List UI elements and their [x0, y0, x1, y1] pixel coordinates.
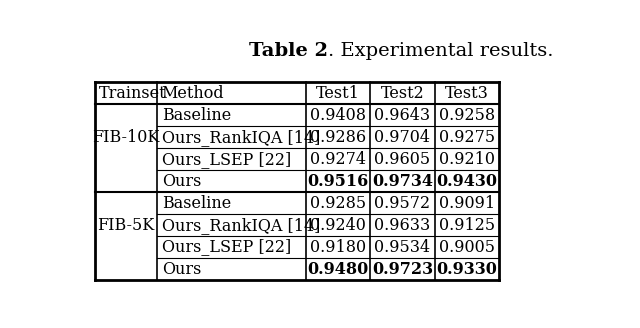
Text: Ours_LSEP [22]: Ours_LSEP [22]	[162, 151, 291, 168]
Text: Method: Method	[161, 85, 223, 102]
Text: 0.9534: 0.9534	[374, 238, 431, 256]
Text: 0.9091: 0.9091	[439, 195, 495, 212]
Text: 0.9258: 0.9258	[439, 107, 495, 124]
Text: 0.9516: 0.9516	[307, 173, 369, 190]
Text: 0.9210: 0.9210	[439, 151, 495, 168]
Text: 0.9180: 0.9180	[310, 238, 366, 256]
Text: FIB-10K: FIB-10K	[92, 129, 159, 146]
Text: 0.9480: 0.9480	[307, 260, 369, 277]
Text: 0.9125: 0.9125	[439, 216, 495, 234]
Text: 0.9274: 0.9274	[310, 151, 366, 168]
Text: Ours: Ours	[162, 173, 201, 190]
Text: Test3: Test3	[445, 85, 489, 102]
Text: 0.9723: 0.9723	[372, 260, 433, 277]
Text: Ours_RankIQA [14]: Ours_RankIQA [14]	[162, 129, 320, 146]
Text: 0.9704: 0.9704	[374, 129, 430, 146]
Text: 0.9572: 0.9572	[374, 195, 431, 212]
Text: 0.9734: 0.9734	[372, 173, 433, 190]
Text: FIB-5K: FIB-5K	[97, 216, 154, 234]
Text: 0.9285: 0.9285	[310, 195, 366, 212]
Text: Test2: Test2	[381, 85, 424, 102]
Text: Table 2: Table 2	[249, 42, 328, 60]
Text: . Experimental results.: . Experimental results.	[328, 42, 554, 60]
Text: Ours_RankIQA [14]: Ours_RankIQA [14]	[162, 216, 320, 234]
Text: 0.9286: 0.9286	[310, 129, 366, 146]
Text: 0.9643: 0.9643	[374, 107, 431, 124]
Text: Trainset: Trainset	[99, 85, 166, 102]
Text: 0.9430: 0.9430	[436, 173, 497, 190]
Text: 0.9005: 0.9005	[439, 238, 495, 256]
Text: 0.9240: 0.9240	[310, 216, 366, 234]
Text: Baseline: Baseline	[162, 195, 231, 212]
Text: Test1: Test1	[316, 85, 360, 102]
Text: 0.9605: 0.9605	[374, 151, 431, 168]
Text: 0.9633: 0.9633	[374, 216, 431, 234]
Text: Baseline: Baseline	[162, 107, 231, 124]
Text: 0.9408: 0.9408	[310, 107, 366, 124]
Text: 0.9275: 0.9275	[439, 129, 495, 146]
Text: 0.9330: 0.9330	[436, 260, 497, 277]
Text: Ours_LSEP [22]: Ours_LSEP [22]	[162, 238, 291, 256]
Text: Ours: Ours	[162, 260, 201, 277]
